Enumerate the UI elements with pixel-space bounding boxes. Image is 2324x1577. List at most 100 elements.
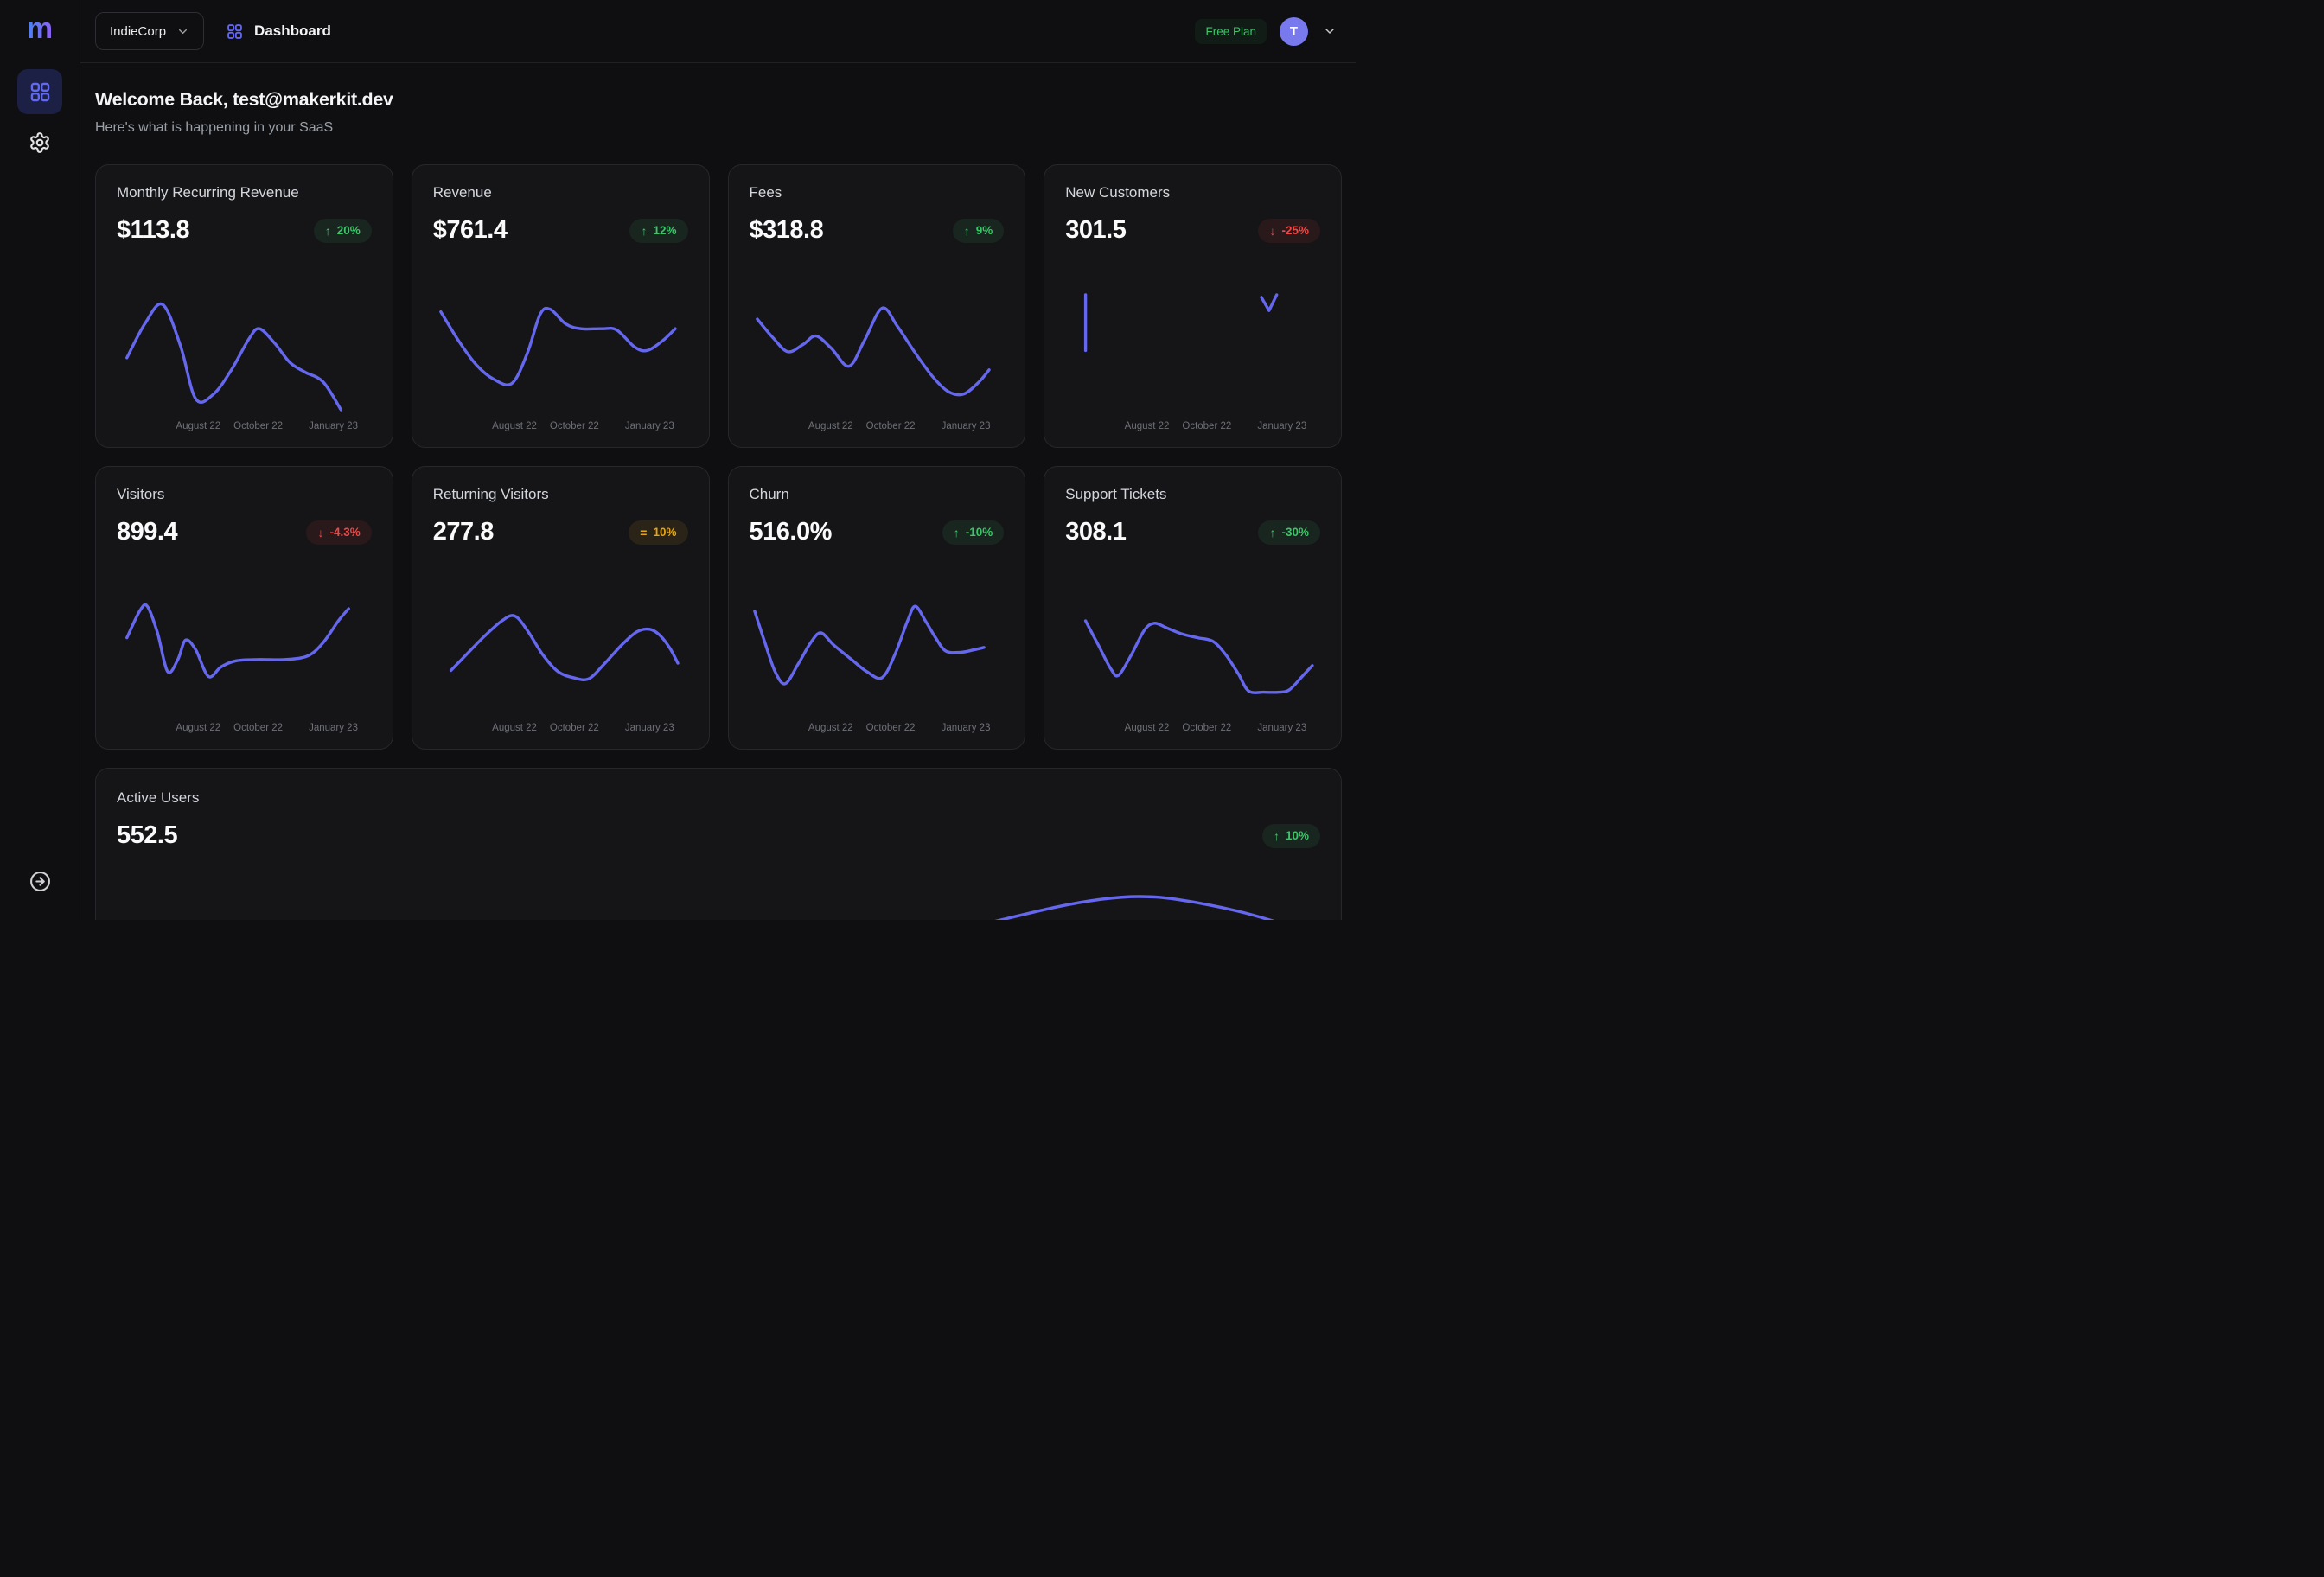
trend-value: 20%: [336, 223, 361, 237]
metric-title: Revenue: [432, 184, 492, 201]
x-tick: January 23: [309, 421, 358, 431]
app-logo: m: [26, 12, 54, 45]
x-tick: August 22: [176, 723, 221, 733]
x-tick: August 22: [808, 421, 853, 431]
trend-value: -10%: [965, 525, 993, 539]
metric-title: Returning Visitors: [432, 486, 549, 502]
welcome-heading: Welcome Back, test@makerkit.dev: [95, 89, 393, 110]
metric-value: $318.8: [749, 216, 824, 244]
trend-badge: ↑ 10%: [1261, 823, 1320, 848]
metric-value: 552.5: [117, 821, 178, 849]
trend-badge: ↑ -10%: [942, 520, 1005, 545]
gear-icon: [29, 131, 51, 154]
sidebar-item-settings[interactable]: [17, 120, 62, 165]
arrow-up-icon: ↑: [963, 223, 970, 238]
x-tick: August 22: [1124, 421, 1170, 431]
x-axis-labels: August 22 October 22 January 23: [117, 421, 372, 435]
plan-badge: Free Plan: [1195, 18, 1267, 44]
x-tick: October 22: [865, 421, 916, 431]
x-tick: October 22: [549, 421, 599, 431]
metric-card-active-users: Active Users 552.5 ↑ 10%: [95, 768, 1342, 920]
metric-card: Returning Visitors 277.8 = 10% August 22…: [411, 466, 710, 750]
x-tick: October 22: [549, 723, 599, 733]
user-menu-button[interactable]: [1321, 22, 1338, 40]
x-axis-labels: August 22 October 22 January 23: [1065, 723, 1320, 737]
sparkline-chart: [117, 553, 372, 718]
arrow-up-icon: ↑: [953, 525, 960, 540]
welcome-subtitle: Here's what is happening in your SaaS: [95, 120, 334, 135]
x-axis-labels: August 22 October 22 January 23: [433, 421, 688, 435]
topbar: IndieCorp Dashboard Free Plan T: [80, 0, 1356, 63]
metric-value: 516.0%: [749, 518, 833, 546]
x-axis-labels: August 22 October 22 January 23: [750, 421, 1005, 435]
arrow-up-icon: ↑: [641, 223, 648, 238]
sparkline-chart: [1065, 553, 1320, 718]
x-tick: August 22: [492, 723, 537, 733]
metric-title: Visitors: [117, 486, 165, 502]
x-tick: January 23: [309, 723, 358, 733]
trend-badge: ↑ 20%: [313, 218, 372, 243]
arrow-up-icon: ↑: [324, 223, 331, 238]
trend-badge: ↑ -30%: [1258, 520, 1320, 545]
metric-card: Support Tickets 308.1 ↑ -30% August 22 O…: [1044, 466, 1342, 750]
trend-badge: ↓ -25%: [1258, 218, 1320, 243]
x-tick: October 22: [1182, 723, 1232, 733]
arrow-up-icon: ↑: [1273, 828, 1280, 843]
x-tick: January 23: [1257, 723, 1307, 733]
metric-value: 277.8: [432, 518, 495, 546]
page-title: Dashboard: [254, 22, 331, 39]
expand-sidebar-button[interactable]: [20, 861, 60, 901]
metric-title: New Customers: [1065, 184, 1171, 201]
trend-value: -30%: [1281, 525, 1309, 539]
x-axis-labels: August 22 October 22 January 23: [1065, 421, 1320, 435]
grid-icon: [226, 22, 244, 41]
metric-title: Support Tickets: [1065, 486, 1167, 502]
team-selector[interactable]: IndieCorp: [95, 12, 205, 50]
trend-value: 9%: [975, 223, 993, 237]
metric-value: 308.1: [1065, 518, 1127, 546]
trend-value: -4.3%: [329, 525, 361, 539]
trend-badge: ↑ 12%: [629, 218, 688, 243]
metric-value: $761.4: [432, 216, 508, 244]
x-tick: October 22: [233, 421, 284, 431]
chevron-down-icon: [1323, 24, 1337, 38]
chevron-down-icon: [176, 25, 189, 38]
avatar[interactable]: T: [1280, 16, 1308, 46]
metric-title: Fees: [749, 184, 782, 201]
x-tick: October 22: [865, 723, 916, 733]
x-tick: August 22: [492, 421, 537, 431]
metric-card: Fees $318.8 ↑ 9% August 22 October 22 Ja…: [727, 164, 1026, 448]
sparkline-chart: [750, 252, 1005, 416]
x-tick: August 22: [808, 723, 853, 733]
team-selector-label: IndieCorp: [110, 23, 167, 39]
metric-value: $113.8: [117, 216, 190, 244]
x-tick: October 22: [233, 723, 284, 733]
metric-title: Churn: [749, 486, 789, 502]
x-tick: August 22: [1124, 723, 1170, 733]
x-tick: January 23: [1257, 421, 1307, 431]
trend-badge: = 10%: [629, 520, 688, 545]
sparkline-chart: [117, 895, 1320, 920]
trend-value: 10%: [1285, 828, 1309, 842]
metrics-grid: Monthly Recurring Revenue $113.8 ↑ 20% A…: [95, 164, 1342, 750]
metric-title: Active Users: [117, 789, 200, 806]
trend-badge: ↑ 9%: [952, 218, 1005, 243]
x-axis-labels: August 22 October 22 January 23: [750, 723, 1005, 737]
sparkline-chart: [433, 553, 688, 718]
sparkline-chart: [750, 553, 1005, 718]
sparkline-chart: [1065, 252, 1320, 416]
x-tick: October 22: [1182, 421, 1232, 431]
breadcrumb: Dashboard: [226, 22, 331, 41]
x-axis-labels: August 22 October 22 January 23: [117, 723, 372, 737]
metric-card: New Customers 301.5 ↓ -25% August 22 Oct…: [1044, 164, 1342, 448]
metric-value: 899.4: [117, 518, 178, 546]
trend-badge: ↓ -4.3%: [306, 520, 372, 545]
metric-card: Revenue $761.4 ↑ 12% August 22 October 2…: [411, 164, 710, 448]
arrow-right-circle-icon: [29, 871, 51, 892]
x-tick: January 23: [624, 723, 674, 733]
trend-value: -25%: [1281, 223, 1309, 237]
x-tick: January 23: [624, 421, 674, 431]
equals-icon: =: [640, 525, 648, 540]
sidebar-item-dashboard[interactable]: [17, 69, 62, 114]
arrow-down-icon: ↓: [1269, 223, 1276, 238]
